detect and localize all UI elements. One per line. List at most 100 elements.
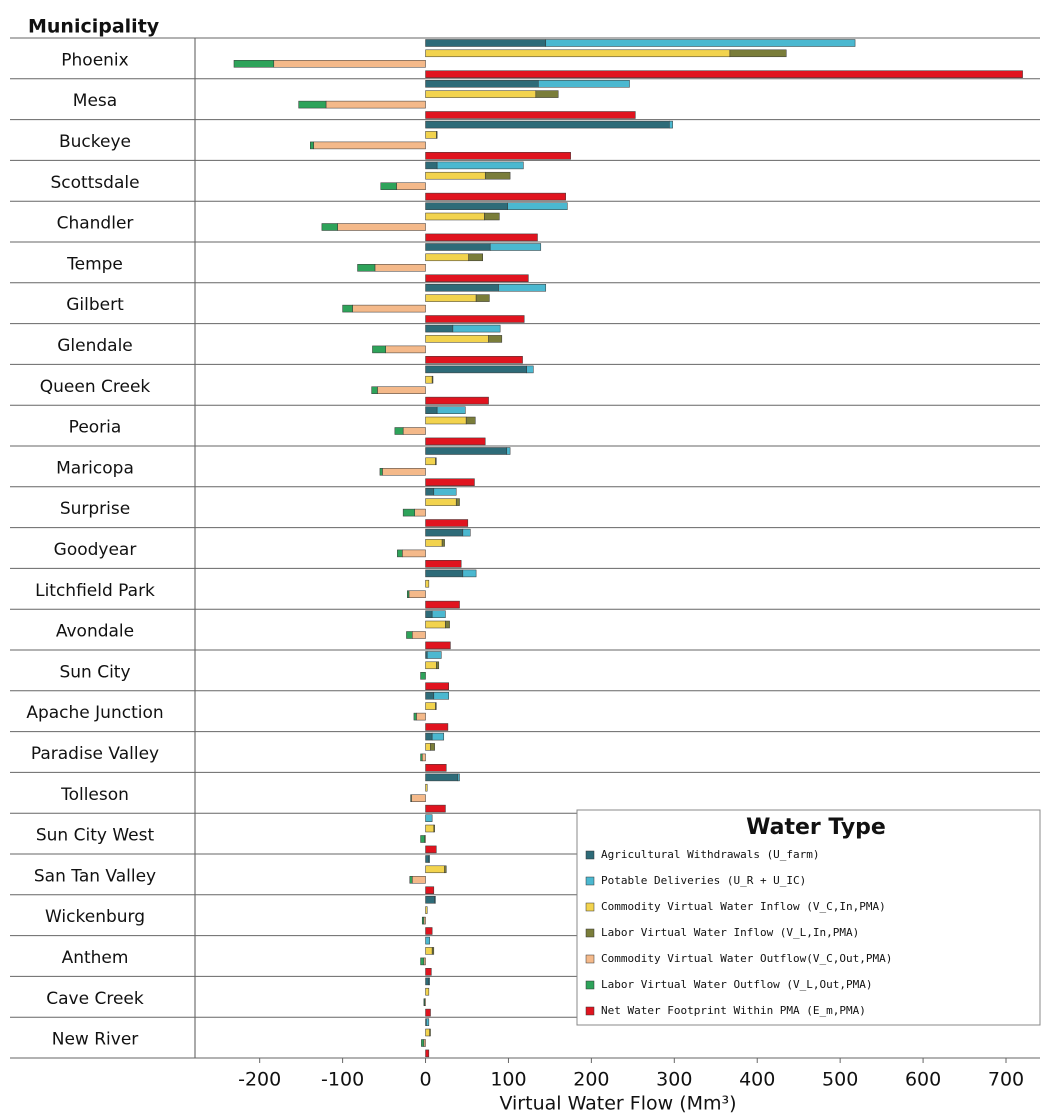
bar bbox=[423, 998, 425, 1006]
y-axis-title: Municipality bbox=[28, 16, 160, 38]
bar bbox=[431, 732, 445, 741]
bar bbox=[410, 794, 412, 802]
bar bbox=[425, 192, 566, 201]
bar bbox=[321, 223, 338, 231]
bar bbox=[377, 386, 426, 394]
bar bbox=[402, 508, 415, 517]
bar bbox=[406, 631, 413, 639]
bar bbox=[402, 427, 426, 435]
bar bbox=[407, 590, 410, 598]
y-tick-label: Tempe bbox=[66, 254, 123, 274]
bar bbox=[425, 498, 457, 506]
bar bbox=[396, 182, 426, 190]
legend-swatch bbox=[585, 954, 595, 964]
legend-label: Labor Virtual Water Outflow (V_L,Out,PMA… bbox=[601, 978, 873, 991]
bar bbox=[507, 202, 568, 210]
bar bbox=[425, 906, 428, 914]
bar bbox=[436, 661, 440, 670]
bar bbox=[412, 631, 426, 639]
bar bbox=[545, 39, 856, 47]
bar bbox=[425, 243, 491, 251]
bar bbox=[429, 1028, 431, 1037]
bar bbox=[425, 1028, 430, 1037]
bar bbox=[425, 406, 438, 414]
bar bbox=[420, 753, 423, 762]
bar bbox=[433, 692, 449, 700]
bar bbox=[430, 743, 435, 751]
x-tick-label: 600 bbox=[905, 1069, 941, 1091]
bar bbox=[425, 39, 547, 47]
bar bbox=[357, 264, 376, 272]
legend-swatch bbox=[585, 876, 595, 886]
bar bbox=[313, 141, 426, 150]
bar bbox=[425, 865, 445, 874]
bar bbox=[425, 743, 431, 751]
bar bbox=[425, 457, 436, 466]
bar bbox=[425, 886, 435, 894]
bar bbox=[380, 182, 397, 190]
bar bbox=[425, 284, 499, 292]
bar bbox=[436, 406, 466, 414]
bar bbox=[425, 111, 636, 119]
y-tick-label: Mesa bbox=[73, 91, 117, 111]
bar bbox=[425, 49, 731, 58]
bar bbox=[402, 549, 426, 558]
bar bbox=[372, 345, 386, 354]
y-tick-label: Sun City West bbox=[36, 826, 155, 846]
y-tick-label: Tolleson bbox=[60, 785, 129, 805]
bar bbox=[488, 335, 503, 343]
bar bbox=[416, 712, 426, 721]
bar bbox=[435, 457, 437, 466]
bar bbox=[436, 161, 524, 170]
legend-label: Potable Deliveries (U_R + U_IC) bbox=[601, 874, 806, 887]
bar bbox=[425, 824, 435, 833]
bar bbox=[425, 478, 475, 486]
bar bbox=[425, 161, 438, 170]
bar bbox=[462, 528, 471, 537]
legend-title: Water Type bbox=[746, 815, 886, 840]
bar bbox=[425, 783, 428, 792]
bar bbox=[425, 569, 464, 578]
bar bbox=[425, 90, 537, 98]
bar bbox=[421, 753, 426, 762]
bar bbox=[408, 590, 426, 598]
y-tick-label: Avondale bbox=[56, 622, 134, 642]
bar bbox=[425, 120, 670, 129]
bar bbox=[425, 682, 449, 690]
bar bbox=[425, 661, 437, 670]
bar bbox=[729, 49, 787, 58]
legend-swatch bbox=[585, 980, 595, 990]
y-tick-label: Apache Junction bbox=[26, 703, 163, 723]
bar bbox=[431, 610, 446, 618]
legend-label: Commodity Virtual Water Inflow (V_C,In,P… bbox=[601, 900, 886, 913]
bar bbox=[538, 80, 630, 88]
x-tick-label: 100 bbox=[490, 1069, 526, 1091]
y-tick-label: Peoria bbox=[69, 418, 122, 438]
bar bbox=[310, 141, 314, 150]
bar bbox=[425, 294, 477, 302]
legend-label: Agricultural Withdrawals (U_farm) bbox=[601, 848, 820, 861]
bar bbox=[457, 773, 460, 782]
legend-swatch bbox=[585, 928, 595, 938]
bar bbox=[425, 70, 1023, 78]
bar bbox=[425, 375, 433, 384]
bar bbox=[669, 120, 673, 129]
bar bbox=[420, 957, 425, 966]
legend-swatch bbox=[585, 902, 595, 912]
bar bbox=[298, 100, 327, 109]
bar bbox=[425, 335, 489, 343]
bar bbox=[455, 498, 460, 506]
bar bbox=[421, 1039, 425, 1047]
bar bbox=[325, 100, 426, 109]
bar bbox=[414, 508, 426, 517]
bar bbox=[233, 60, 275, 68]
bar bbox=[397, 549, 403, 558]
bar bbox=[484, 212, 500, 221]
bar bbox=[425, 315, 525, 323]
bar bbox=[342, 304, 353, 313]
bar bbox=[435, 702, 437, 710]
bar bbox=[452, 324, 501, 333]
y-tick-label: Glendale bbox=[57, 336, 133, 356]
legend-label: Labor Virtual Water Inflow (V_L,In,PMA) bbox=[601, 926, 859, 939]
y-tick-label: Anthem bbox=[62, 948, 129, 968]
